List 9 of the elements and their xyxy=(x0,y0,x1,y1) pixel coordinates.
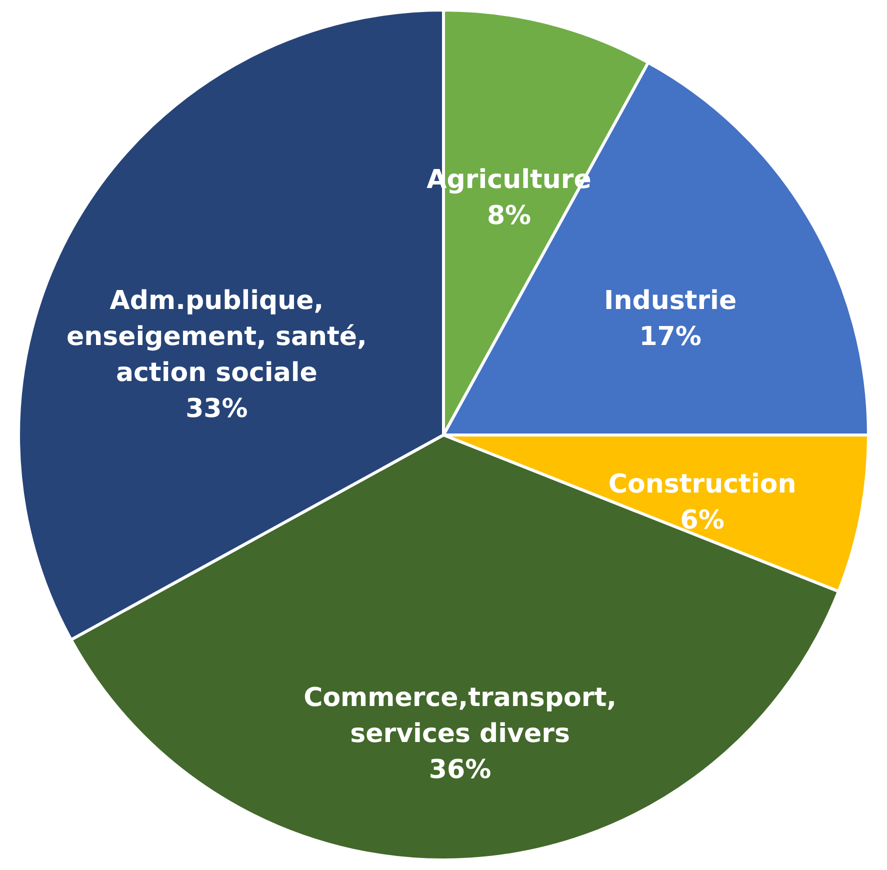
slice-label: Commerce,transport, services divers xyxy=(304,682,616,749)
slice-label: Industrie xyxy=(604,286,737,316)
data-label: 36% xyxy=(428,754,492,785)
data-label: 33% xyxy=(186,394,248,424)
data-label: 6% xyxy=(680,505,724,536)
slice-label: Adm.publique, enseigement, santé, action sociale xyxy=(66,286,367,388)
slice-label: Construction xyxy=(608,469,796,500)
data-label: 8% xyxy=(486,200,532,231)
data-label: 17% xyxy=(639,322,702,352)
